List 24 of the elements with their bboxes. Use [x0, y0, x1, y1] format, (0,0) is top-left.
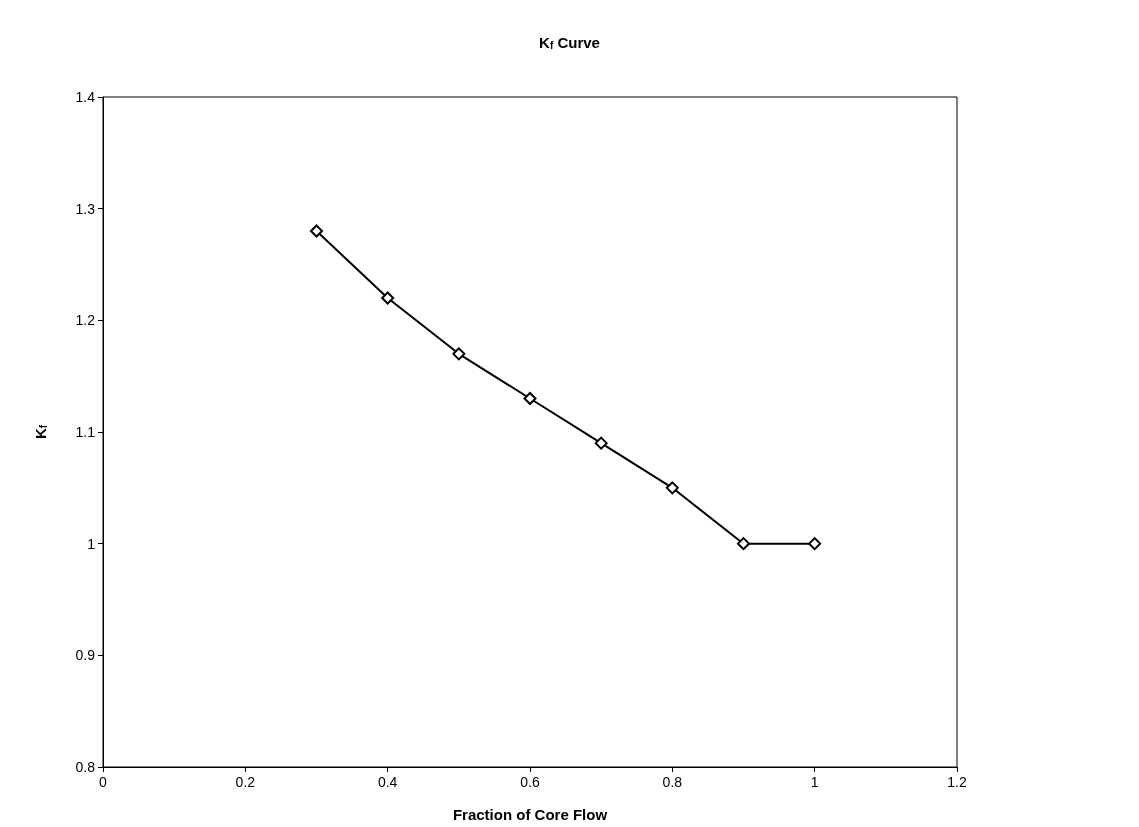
- point: [737, 537, 750, 551]
- y-tick-label: 1.1: [75, 424, 96, 440]
- y-tick-label: 1: [87, 535, 96, 552]
- x-tick-label: 1: [810, 774, 819, 790]
- x-tick-label: 1.2: [947, 774, 967, 790]
- point: [310, 224, 323, 238]
- x-tick-label: 0.6: [520, 774, 540, 790]
- point: [808, 537, 822, 551]
- y-tick-label: 1.3: [75, 200, 96, 217]
- point: [594, 436, 608, 450]
- x-tick-label: 0.8: [662, 774, 683, 790]
- chart-title: Kf Curve: [539, 34, 600, 51]
- point: [381, 291, 395, 305]
- x-tick-label: 0.2: [235, 774, 256, 790]
- y-tick-label: 1.4: [75, 89, 96, 105]
- point: [452, 347, 466, 361]
- y-tick-label: 1.2: [75, 312, 96, 329]
- x-tick-label: 0.4: [377, 774, 398, 790]
- y-tick-label: 0.8: [75, 759, 96, 775]
- point: [665, 481, 679, 495]
- x-tick-label: 0: [99, 774, 108, 790]
- y-tick-label: 0.9: [75, 647, 96, 664]
- x-axis-title: Fraction of Core Flow: [452, 806, 608, 823]
- point: [523, 392, 537, 405]
